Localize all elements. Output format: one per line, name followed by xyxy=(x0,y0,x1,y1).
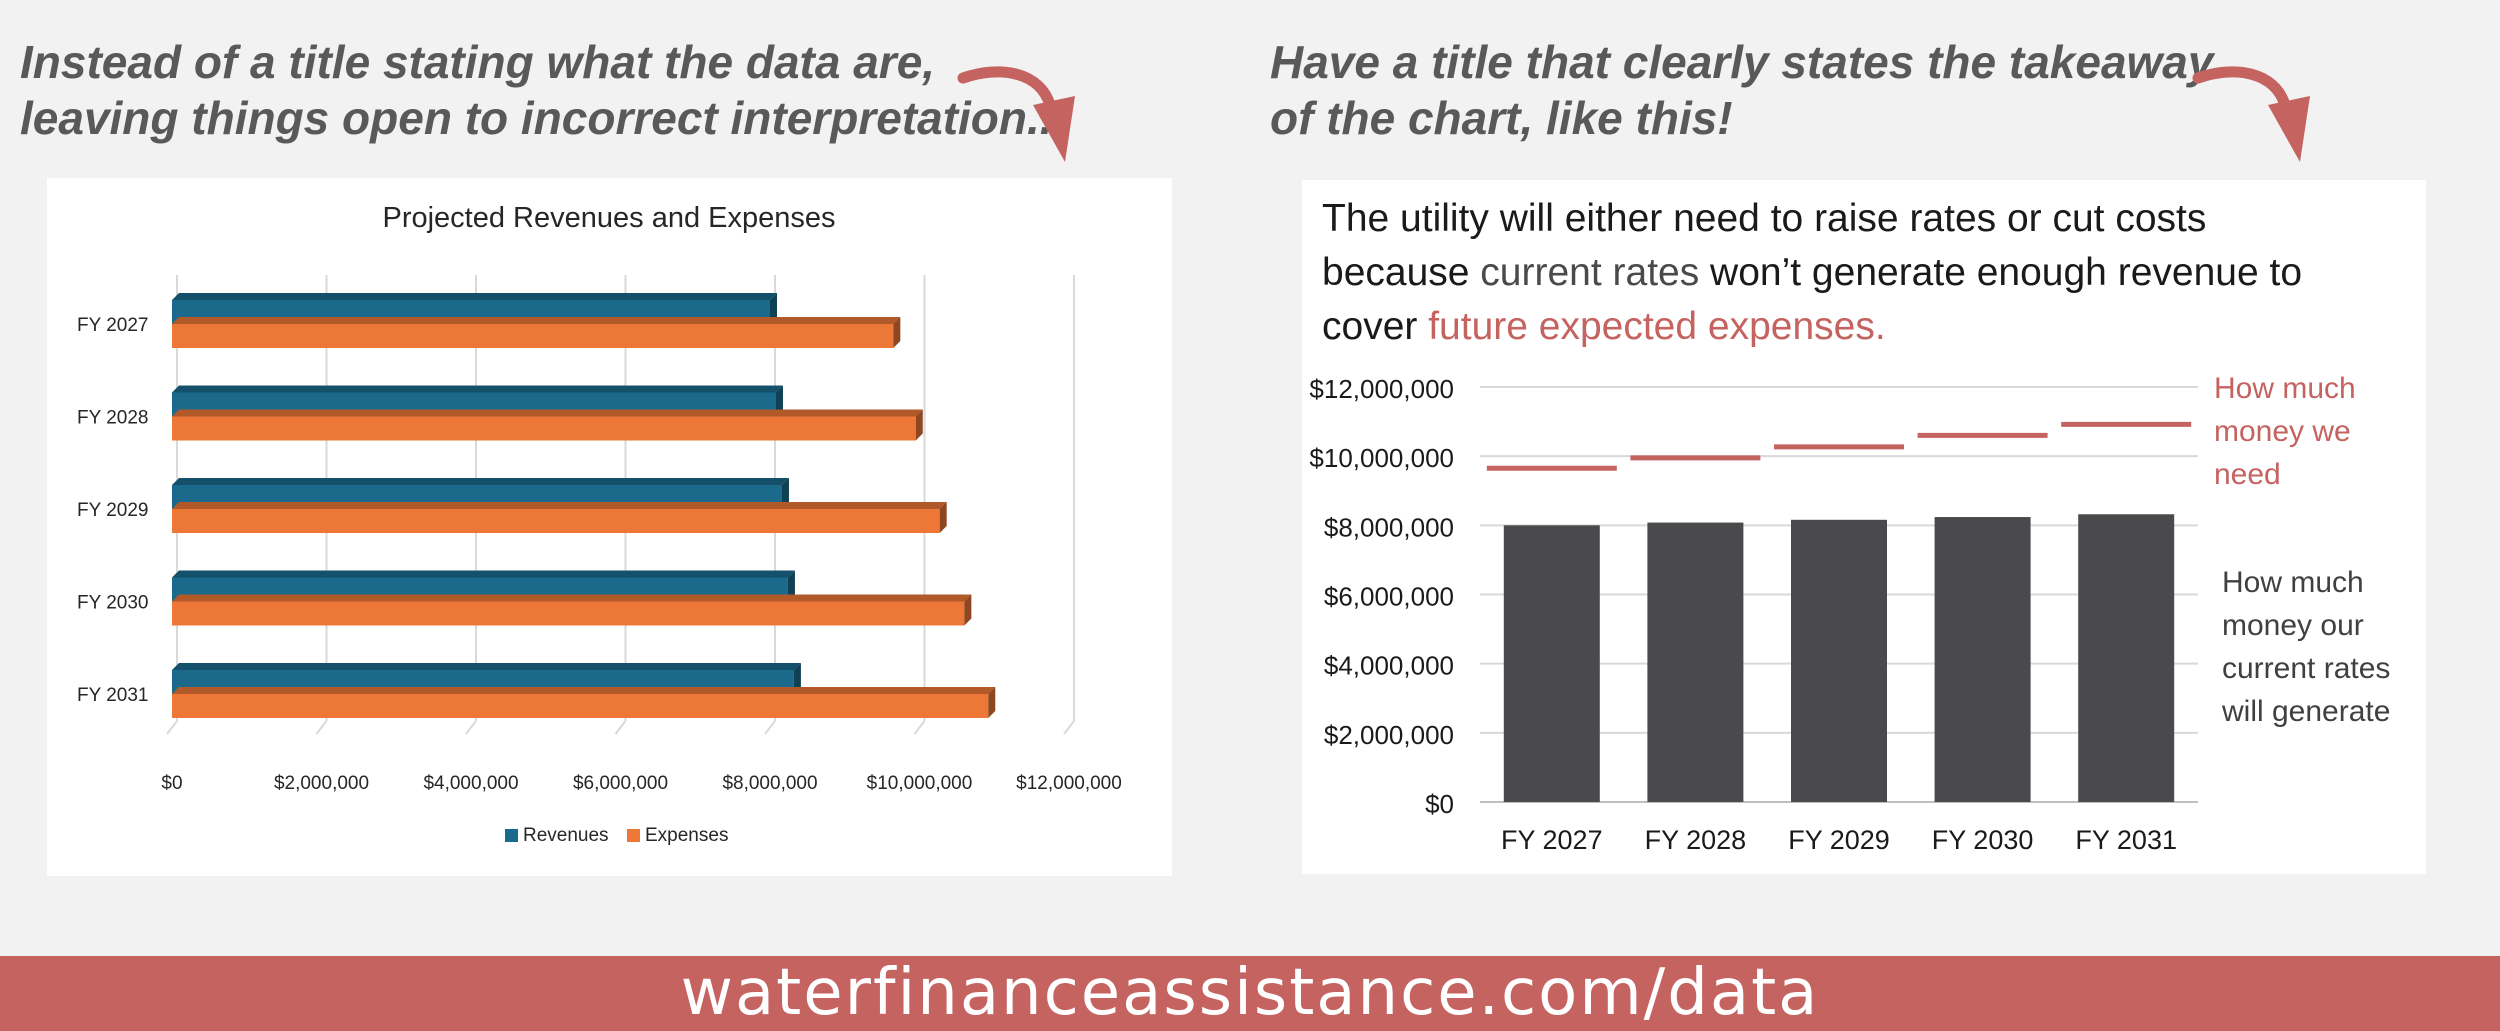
expense-bar-side xyxy=(939,502,947,533)
revenue-bar-top xyxy=(172,570,795,578)
revenue-bar-side xyxy=(787,570,795,602)
x-tick-label: $6,000,000 xyxy=(573,773,668,794)
legend-label: Expenses xyxy=(645,825,728,846)
expense-bar-side xyxy=(964,594,972,626)
footer-banner: waterfinanceassistance.com/data xyxy=(0,956,2500,1031)
expense-bar xyxy=(172,509,940,533)
right-chart-panel: The utility will either need to raise ra… xyxy=(1302,180,2426,874)
left-curved-arrow-icon xyxy=(957,66,1075,162)
revenue-bar-top xyxy=(172,478,789,485)
left-chart-panel: Projected Revenues and Expenses FY 2027 F… xyxy=(47,178,1172,876)
revenue-bar-top xyxy=(172,663,801,670)
x-tick-label: $8,000,000 xyxy=(722,773,817,794)
title-highlight-current-rates: current rates xyxy=(1480,251,1700,294)
x-tick-label: $12,000,000 xyxy=(1016,773,1122,794)
legend-swatch xyxy=(627,829,640,842)
expense-bar-top xyxy=(172,502,947,509)
x-tick-label: $0 xyxy=(161,773,182,794)
revenue-bar-side xyxy=(781,478,789,509)
y-tick-label: $4,000,000 xyxy=(1324,651,1454,681)
gridline-foot xyxy=(764,720,776,735)
left-chart-title: Projected Revenues and Expenses xyxy=(382,202,835,234)
x-tick-label: $2,000,000 xyxy=(274,773,369,794)
y-tick-label: $10,000,000 xyxy=(1309,443,1454,473)
left-caption: Instead of a title stating what the data… xyxy=(20,36,1066,144)
category-label: FY 2031 xyxy=(2075,825,2177,855)
annotation-money-needed: How much money we need xyxy=(2214,372,2356,491)
gridline-foot xyxy=(166,720,178,735)
expense-bar xyxy=(172,694,989,718)
category-label: FY 2027 xyxy=(1501,825,1603,855)
revenue-bar xyxy=(1934,517,2031,802)
category-label: FY 2031 xyxy=(77,685,148,706)
revenue-bar xyxy=(1647,522,1744,802)
right-curved-arrow-icon xyxy=(2192,66,2310,162)
takeaway-title: The utility will either need to raise ra… xyxy=(1322,192,2352,354)
expense-bar-side xyxy=(893,317,901,348)
expense-bar-side xyxy=(915,409,923,441)
expense-bar xyxy=(172,416,916,441)
category-label: FY 2029 xyxy=(77,500,148,521)
expense-bar xyxy=(172,324,894,348)
gridline-foot xyxy=(1063,720,1075,735)
category-label: FY 2028 xyxy=(77,408,148,429)
gridline-foot xyxy=(614,720,627,735)
y-tick-label: $2,000,000 xyxy=(1324,720,1454,750)
category-label: FY 2029 xyxy=(1788,825,1890,855)
revenue-bar xyxy=(1791,519,1887,802)
category-label: FY 2030 xyxy=(77,593,148,614)
revenue-bar-side xyxy=(793,663,801,694)
category-label: FY 2028 xyxy=(1645,825,1747,855)
revenue-bar-side xyxy=(770,293,777,324)
gridline-foot xyxy=(315,720,328,735)
y-tick-label: $0 xyxy=(1425,789,1454,819)
right-caption: Have a title that clearly states the tak… xyxy=(1270,36,2214,144)
expense-bar-top xyxy=(172,317,901,324)
legend-label: Revenues xyxy=(523,825,609,846)
y-tick-label: $12,000,000 xyxy=(1309,374,1454,404)
legend-swatch xyxy=(505,829,518,842)
category-label: FY 2030 xyxy=(1932,825,2034,855)
title-part-1: The utility will either need to raise ra… xyxy=(1322,197,2207,294)
revenue-bar-side xyxy=(775,385,783,417)
right-bar-chart: $12,000,000 $10,000,000 $8,000,000 $6,000,0… xyxy=(1309,374,2198,855)
annotation-money-generated: How much money our current rates will ge… xyxy=(2222,566,2391,728)
y-tick-label: $6,000,000 xyxy=(1324,582,1454,612)
expense-bar-top xyxy=(172,409,923,417)
y-tick-label: $8,000,000 xyxy=(1324,512,1454,542)
left-bar-chart: Projected Revenues and Expenses FY 2027 F… xyxy=(77,202,1122,846)
footer-url[interactable]: waterfinanceassistance.com/data xyxy=(680,956,1820,1030)
revenue-bar-top xyxy=(172,293,777,300)
title-part-3: won’t generate enough revenue to cover xyxy=(1322,251,2303,348)
expense-bar-side xyxy=(988,687,996,718)
x-tick-label: $10,000,000 xyxy=(867,773,973,794)
revenue-bar xyxy=(1503,525,1600,802)
gridline-foot xyxy=(913,720,926,735)
gridline-foot xyxy=(465,720,477,735)
category-label: FY 2027 xyxy=(77,315,148,336)
revenue-bar xyxy=(2078,514,2175,802)
revenue-bar-top xyxy=(172,385,783,393)
expense-bar xyxy=(172,601,965,626)
expense-bar-top xyxy=(172,687,996,694)
expense-bar-top xyxy=(172,594,972,602)
x-tick-label: $4,000,000 xyxy=(423,773,518,794)
title-highlight-future-expenses: future expected expenses. xyxy=(1428,305,1886,348)
